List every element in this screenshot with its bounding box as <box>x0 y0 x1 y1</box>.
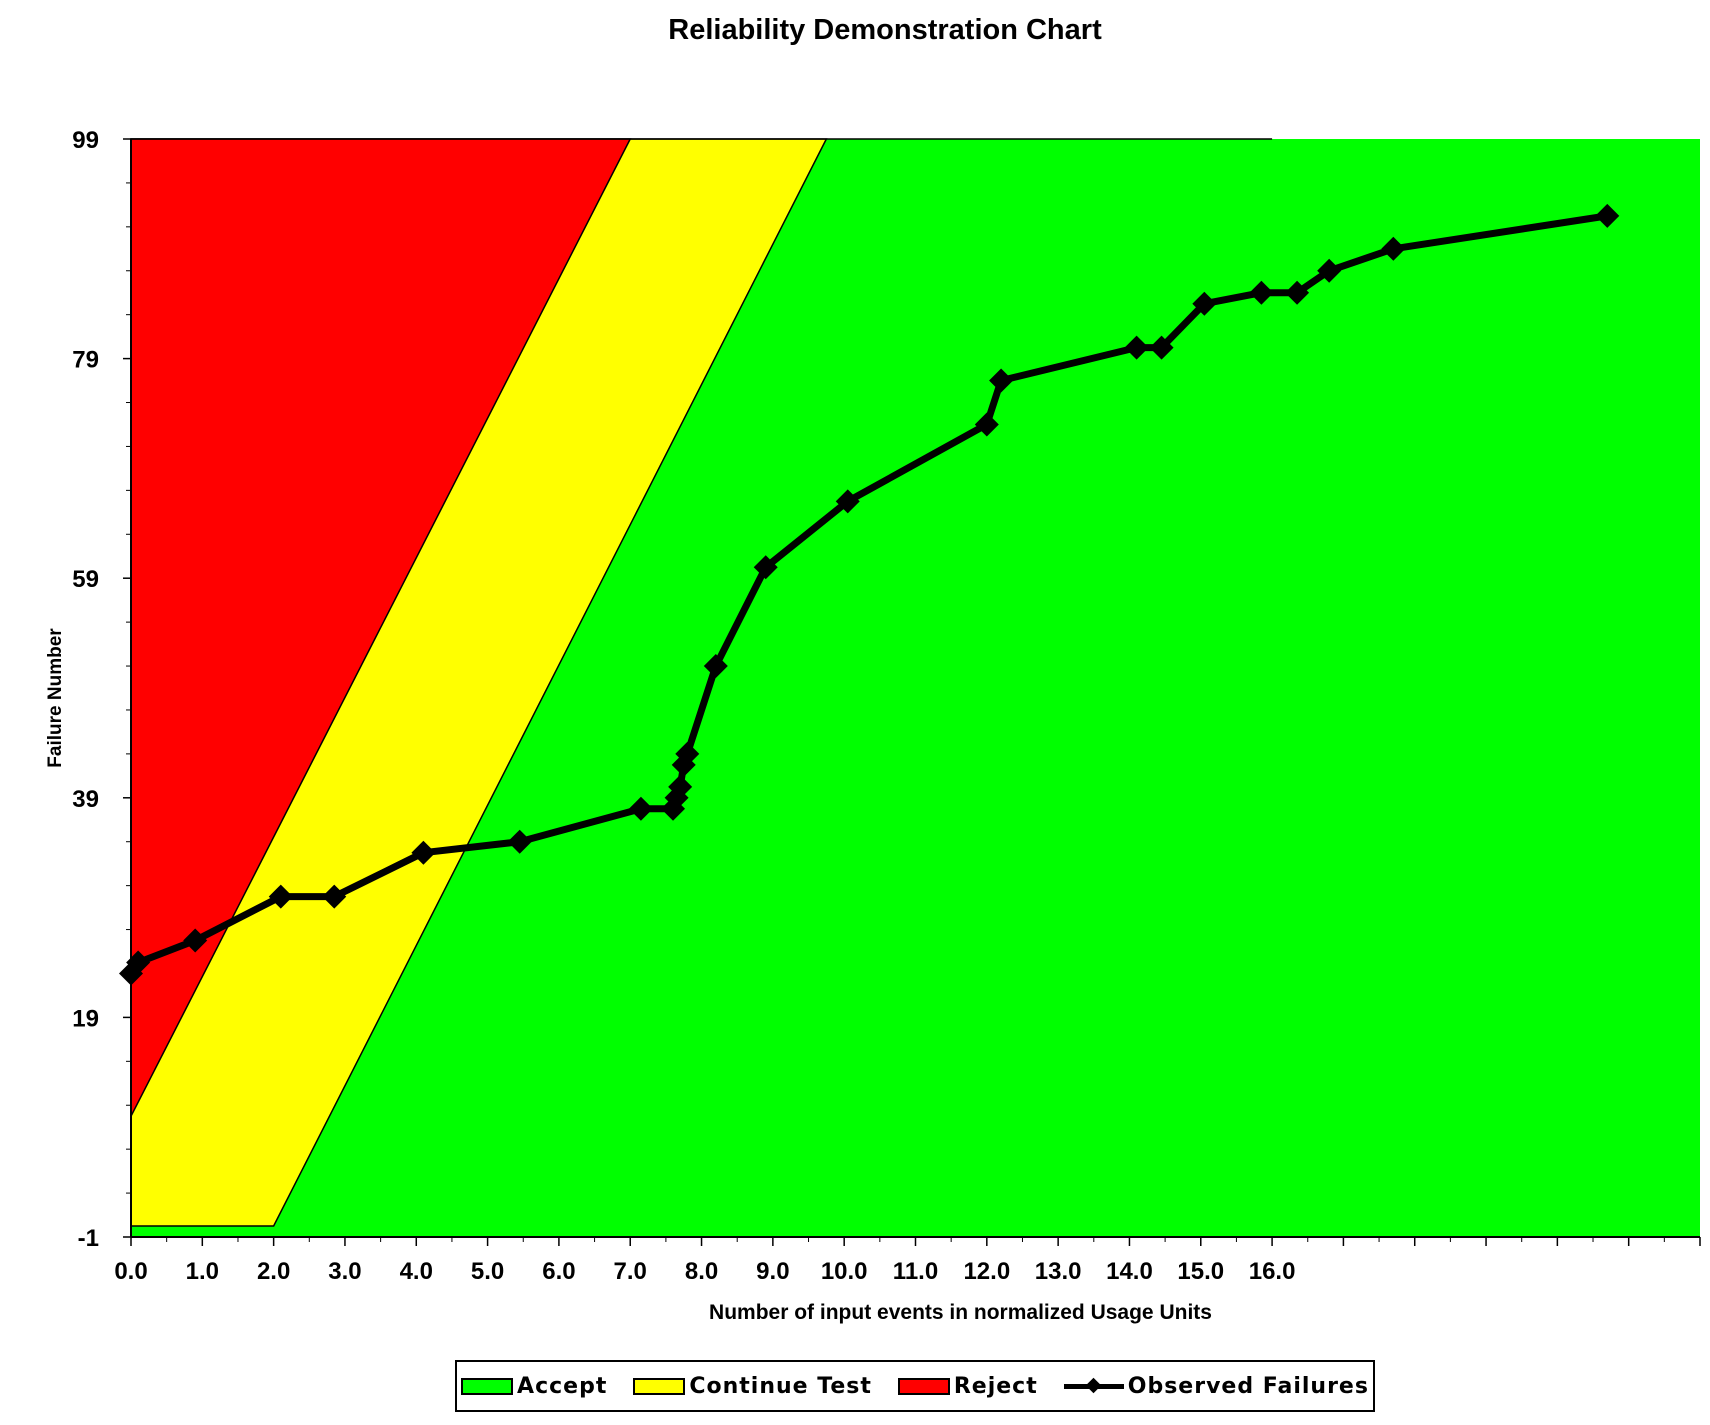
data-point <box>628 796 653 821</box>
data-point <box>668 774 693 799</box>
x-tick-label: 9.0 <box>756 1258 789 1285</box>
x-tick-label: 10.0 <box>821 1258 868 1285</box>
legend-label-reject: Reject <box>953 1373 1038 1399</box>
data-point <box>835 489 860 514</box>
data-point <box>1381 236 1406 261</box>
legend: Accept Continue Test Reject Observed Fai… <box>455 1360 1375 1412</box>
legend-label-accept: Accept <box>517 1373 608 1399</box>
data-point <box>183 928 208 953</box>
x-axis-label: Number of input events in normalized Usa… <box>709 1301 1212 1324</box>
y-tick-label: 99 <box>72 127 99 154</box>
x-tick-label: 1.0 <box>186 1258 219 1285</box>
legend-item-reject: Reject <box>897 1373 1038 1399</box>
data-point <box>974 412 999 437</box>
y-axis-label: Failure Number <box>45 628 66 768</box>
x-tick-label: 12.0 <box>963 1258 1010 1285</box>
data-point <box>1192 291 1217 316</box>
y-tick-label: 39 <box>72 786 99 813</box>
data-point <box>126 950 151 975</box>
data-point <box>322 884 347 909</box>
x-tick-label: 16.0 <box>1249 1258 1296 1285</box>
x-tick-label: 0.0 <box>114 1258 147 1285</box>
x-tick-label: 8.0 <box>685 1258 718 1285</box>
regions-layer <box>130 138 1700 1237</box>
y-tick-label: -1 <box>78 1225 99 1252</box>
data-point <box>1317 258 1342 283</box>
legend-swatch-continue-test <box>633 1377 686 1395</box>
chart-title: Reliability Demonstration Chart <box>668 14 1102 46</box>
labels-layer: 0.0 1.0 2.0 3.0 4.0 5.0 6.0 7.0 8.0 9.0 10.0 11.0 12… <box>45 127 1295 1324</box>
data-point <box>1249 280 1274 305</box>
legend-item-accept: Accept <box>461 1374 607 1399</box>
data-point <box>268 884 293 909</box>
series-layer <box>119 203 1620 986</box>
legend-item-continue-test: Continue Test <box>633 1374 872 1399</box>
data-point <box>1595 203 1620 228</box>
x-tick-label: 4.0 <box>400 1258 433 1285</box>
x-tick-label: 7.0 <box>614 1258 647 1285</box>
data-point <box>411 840 436 865</box>
data-point <box>989 368 1014 393</box>
x-tick-label: 6.0 <box>542 1258 575 1285</box>
x-tick-label: 11.0 <box>893 1258 938 1285</box>
x-tick-label: 5.0 <box>471 1258 504 1285</box>
x-tick-label: 3.0 <box>328 1258 361 1285</box>
x-tick-label: 13.0 <box>1035 1258 1082 1285</box>
legend-swatch-accept <box>461 1377 514 1395</box>
legend-label-observed-failures: Observed Failures <box>1127 1373 1369 1399</box>
legend-swatch-reject <box>897 1377 950 1395</box>
data-point <box>1124 335 1149 360</box>
y-tick-label: 19 <box>72 1005 99 1032</box>
y-tick-label: 59 <box>72 566 99 593</box>
legend-item-observed-failures: Observed Failures <box>1063 1373 1369 1399</box>
data-point <box>675 741 700 766</box>
data-point <box>507 829 532 854</box>
data-point <box>1149 335 1174 360</box>
legend-swatch-observed-failures <box>1063 1377 1124 1395</box>
data-point <box>753 555 778 580</box>
x-tick-label: 15.0 <box>1177 1258 1224 1285</box>
data-point <box>703 654 728 679</box>
x-tick-label: 14.0 <box>1106 1258 1153 1285</box>
data-point <box>1285 280 1310 305</box>
x-tick-label: 2.0 <box>257 1258 290 1285</box>
y-tick-label: 79 <box>72 347 99 374</box>
axes-layer <box>123 138 1701 1246</box>
legend-label-continue-test: Continue Test <box>689 1373 872 1399</box>
